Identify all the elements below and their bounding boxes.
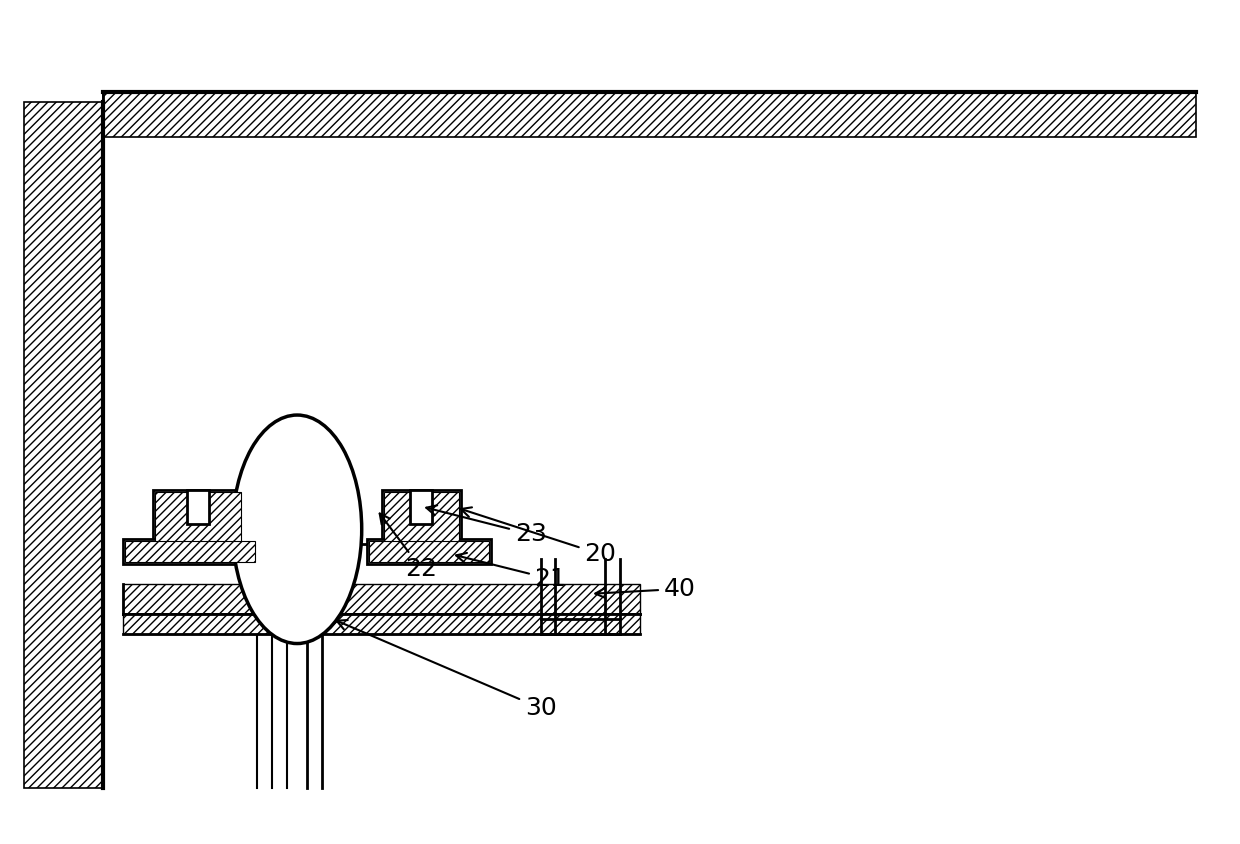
Text: 40: 40 [595,577,696,601]
Text: 30: 30 [336,620,557,720]
Bar [368,541,489,562]
Text: 23: 23 [427,506,547,546]
Bar [367,539,491,564]
Bar [382,490,461,544]
Bar [123,614,640,634]
Bar [153,490,243,544]
Text: 21: 21 [456,553,567,591]
Bar [123,584,640,614]
Text: 20: 20 [461,507,616,566]
Bar [187,490,208,524]
Bar [24,102,103,787]
Text: 22: 22 [379,513,438,581]
Bar [308,529,322,787]
Bar [410,490,433,524]
Bar [383,491,459,542]
Bar [125,541,255,562]
Bar [103,92,1197,137]
Ellipse shape [233,415,362,643]
Bar [155,491,241,542]
Bar [123,539,258,564]
